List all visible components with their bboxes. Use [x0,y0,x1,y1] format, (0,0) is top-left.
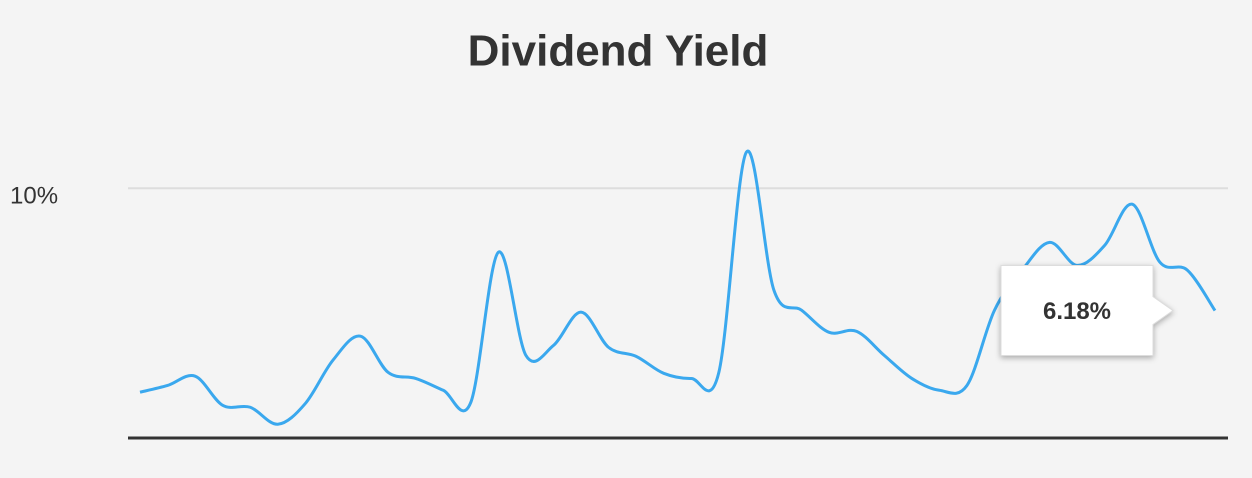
y-tick-label: 10% [10,183,58,210]
tooltip-label: 6.18% [1043,298,1111,325]
chart-title: Dividend Yield [468,27,769,76]
tooltip: 6.18% [1000,265,1174,357]
tooltip-box [1000,265,1174,357]
